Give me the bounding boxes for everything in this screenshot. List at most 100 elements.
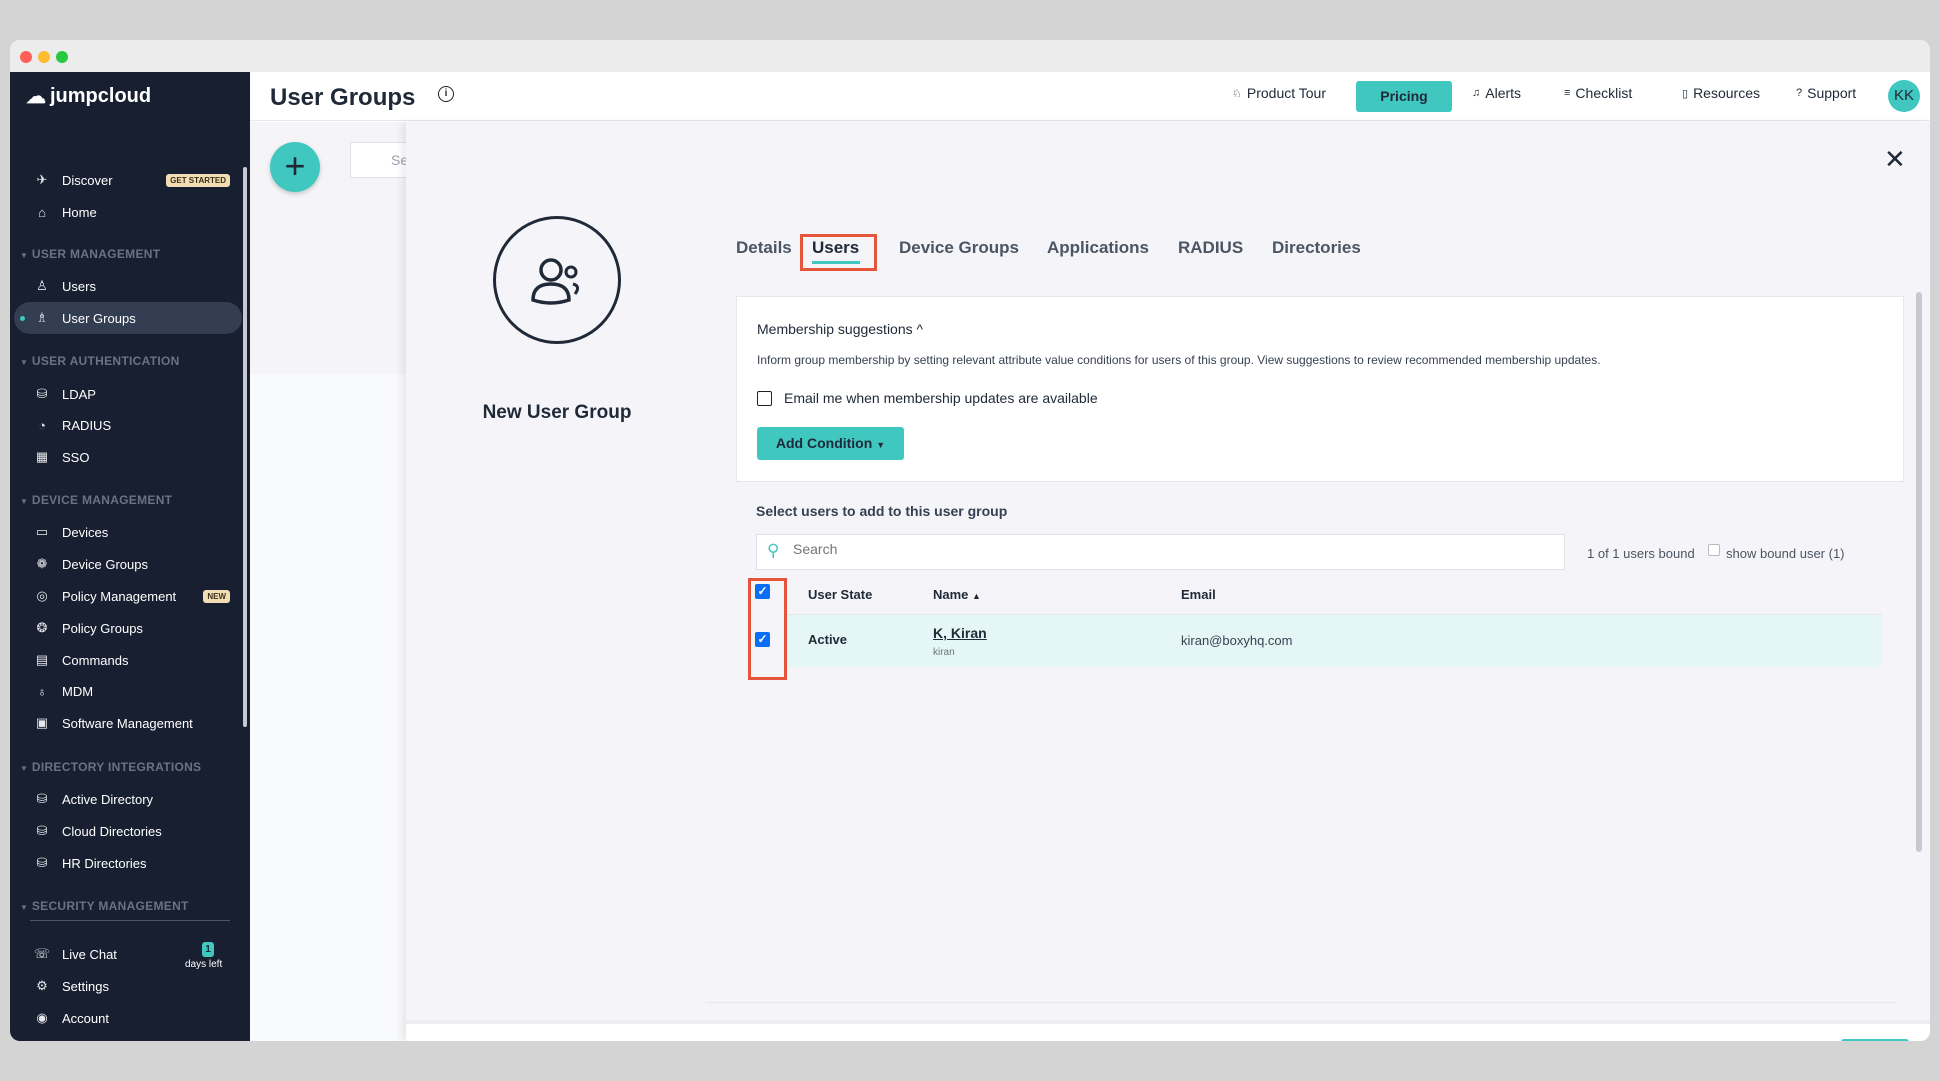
sidebar-item-label: SSO: [62, 449, 90, 465]
sidebar-item-devices[interactable]: ▭ Devices: [14, 516, 242, 548]
user-group-panel: ✕ New User Group Details Users Device Grou…: [406, 122, 1930, 1041]
select-users-label: Select users to add to this user group: [756, 503, 1008, 519]
sidebar-item-policy-management[interactable]: ◎ Policy Management NEW: [14, 580, 242, 612]
chevron-down-icon: ▼: [20, 764, 29, 773]
save-button[interactable]: save: [1841, 1039, 1909, 1041]
rocket-icon: ♘: [1232, 87, 1242, 100]
sidebar-item-collapse-menu[interactable]: ⊖Collapse Menu: [14, 1034, 242, 1041]
sidebar-scrollbar[interactable]: [243, 167, 247, 727]
column-name-label: Name: [933, 587, 969, 602]
membership-toggle[interactable]: Membership suggestions ^: [757, 321, 923, 337]
tab-device-groups[interactable]: Device Groups: [899, 238, 1019, 257]
maximize-window-button[interactable]: [56, 51, 68, 63]
section-user-authentication[interactable]: ▼ USER AUTHENTICATION: [20, 354, 180, 368]
nav-support[interactable]: ? Support: [1796, 85, 1856, 101]
sidebar-item-live-chat[interactable]: ☏ Live Chat: [14, 938, 242, 970]
close-icon[interactable]: ✕: [1884, 144, 1906, 174]
user-search-input[interactable]: [793, 541, 1493, 557]
user-search[interactable]: ⚲: [756, 534, 1565, 570]
column-email[interactable]: Email: [1181, 587, 1216, 602]
user-name-link[interactable]: K, Kiran: [933, 625, 987, 641]
devices-icon: ▭: [35, 524, 49, 539]
nav-alerts[interactable]: ♫ Alerts: [1472, 85, 1521, 101]
device-groups-icon: ❁: [36, 556, 48, 571]
group-name: New User Group: [482, 402, 632, 423]
section-label: USER AUTHENTICATION: [31, 354, 180, 368]
sidebar-item-sso[interactable]: ▦ SSO: [14, 441, 242, 473]
sidebar-item-label: Active Directory: [62, 791, 154, 807]
logo[interactable]: ☁ jumpcloud: [26, 84, 151, 109]
tab-details[interactable]: Details: [736, 238, 792, 257]
pricing-button[interactable]: Pricing: [1356, 81, 1452, 112]
sidebar-item-policy-groups[interactable]: ❂ Policy Groups: [14, 612, 242, 644]
sidebar-item-home[interactable]: ⌂ Home: [14, 196, 242, 228]
sidebar-item-label: Account: [62, 1010, 109, 1026]
sidebar-item-cloud-directories[interactable]: ⛁ Cloud Directories: [14, 815, 242, 847]
sidebar-item-users[interactable]: ♙ Users: [14, 270, 242, 302]
sidebar-item-settings[interactable]: ⚙ Settings: [14, 970, 242, 1002]
sidebar-item-label: Home: [62, 204, 97, 220]
nav-label: Alerts: [1485, 85, 1522, 101]
add-group-button[interactable]: +: [270, 142, 320, 192]
sidebar-item-device-groups[interactable]: ❁ Device Groups: [14, 548, 242, 580]
tab-directories[interactable]: Directories: [1272, 238, 1361, 257]
book-icon: ▯: [1682, 87, 1689, 100]
section-label: DIRECTORY INTEGRATIONS: [31, 760, 202, 774]
column-user-state[interactable]: User State: [808, 587, 873, 602]
sidebar-item-discover[interactable]: ✈ Discover GET STARTED: [14, 164, 242, 196]
nav-product-tour[interactable]: ♘ Product Tour: [1232, 85, 1326, 101]
nav-checklist[interactable]: ≡ Checklist: [1564, 85, 1632, 101]
panel-footer: cancel save: [406, 1020, 1930, 1041]
table-row[interactable]: Active K, Kiran kiran kiran@boxyhq.com: [786, 614, 1882, 667]
sidebar-item-label: Live Chat: [62, 946, 117, 962]
policy-groups-icon: ❂: [36, 620, 48, 635]
section-directory-integrations[interactable]: ▼ DIRECTORY INTEGRATIONS: [20, 760, 201, 774]
close-window-button[interactable]: [20, 51, 32, 63]
sidebar-item-radius[interactable]: ◔ RADIUS: [14, 409, 242, 441]
sidebar-item-user-groups[interactable]: ♗ User Groups: [14, 302, 242, 334]
section-label: DEVICE MANAGEMENT: [31, 493, 173, 507]
user-username: kiran: [933, 647, 955, 658]
sidebar-item-commands[interactable]: ▤ Commands: [14, 644, 242, 676]
show-bound-label: show bound user (1): [1726, 546, 1845, 561]
caret-down-icon: ▼: [876, 440, 886, 450]
trial-days-label: days left: [185, 959, 223, 970]
nav-resources[interactable]: ▯ Resources: [1682, 85, 1760, 101]
panel-scrollbar[interactable]: [1916, 292, 1922, 852]
sidebar-item-label: Users: [62, 278, 96, 294]
tab-users[interactable]: Users: [812, 238, 860, 257]
tab-applications[interactable]: Applications: [1047, 238, 1150, 257]
membership-description: Inform group membership by setting relev…: [757, 353, 1601, 367]
select-all-checkbox[interactable]: ✓: [755, 584, 770, 599]
sidebar-item-ldap[interactable]: ⛁ LDAP: [14, 378, 242, 410]
email-updates-checkbox[interactable]: [757, 391, 772, 406]
tab-radius[interactable]: RADIUS: [1178, 238, 1244, 257]
chevron-up-icon: ^: [916, 321, 924, 337]
rocket-icon: ✈: [36, 172, 48, 187]
sidebar-item-account[interactable]: ◉ Account: [14, 1002, 242, 1034]
chat-icon: ☏: [33, 946, 51, 961]
policy-icon: ◎: [36, 588, 48, 603]
user-avatar[interactable]: KK: [1888, 80, 1920, 112]
account-icon: ◉: [36, 1010, 48, 1025]
row-select-checkbox[interactable]: ✓: [755, 632, 770, 647]
sidebar-item-active-directory[interactable]: ⛁ Active Directory: [14, 783, 242, 815]
ldap-icon: ⛁: [36, 386, 48, 401]
user-group-icon: [531, 258, 580, 305]
cloud-logo-icon: ☁: [26, 86, 46, 108]
column-name[interactable]: Name ▲: [933, 587, 981, 602]
info-icon[interactable]: i: [438, 86, 454, 102]
email-updates-label: Email me when membership updates are ava…: [784, 390, 1098, 406]
add-condition-button[interactable]: Add Condition ▼: [757, 427, 904, 460]
section-user-management[interactable]: ▼ USER MANAGEMENT: [20, 247, 160, 261]
minimize-window-button[interactable]: [38, 51, 50, 63]
sidebar-item-hr-directories[interactable]: ⛁ HR Directories: [14, 847, 242, 879]
section-security-management[interactable]: ▼ SECURITY MANAGEMENT: [20, 899, 189, 913]
sidebar-item-software-management[interactable]: ▣ Software Management: [14, 707, 242, 739]
home-icon: ⌂: [38, 204, 46, 220]
sidebar-item-label: Software Management: [62, 715, 193, 731]
nav-label: Checklist: [1575, 85, 1633, 101]
sidebar-item-mdm[interactable]: ♁ MDM: [14, 675, 242, 707]
section-device-management[interactable]: ▼ DEVICE MANAGEMENT: [20, 493, 172, 507]
show-bound-checkbox[interactable]: [1708, 544, 1720, 556]
